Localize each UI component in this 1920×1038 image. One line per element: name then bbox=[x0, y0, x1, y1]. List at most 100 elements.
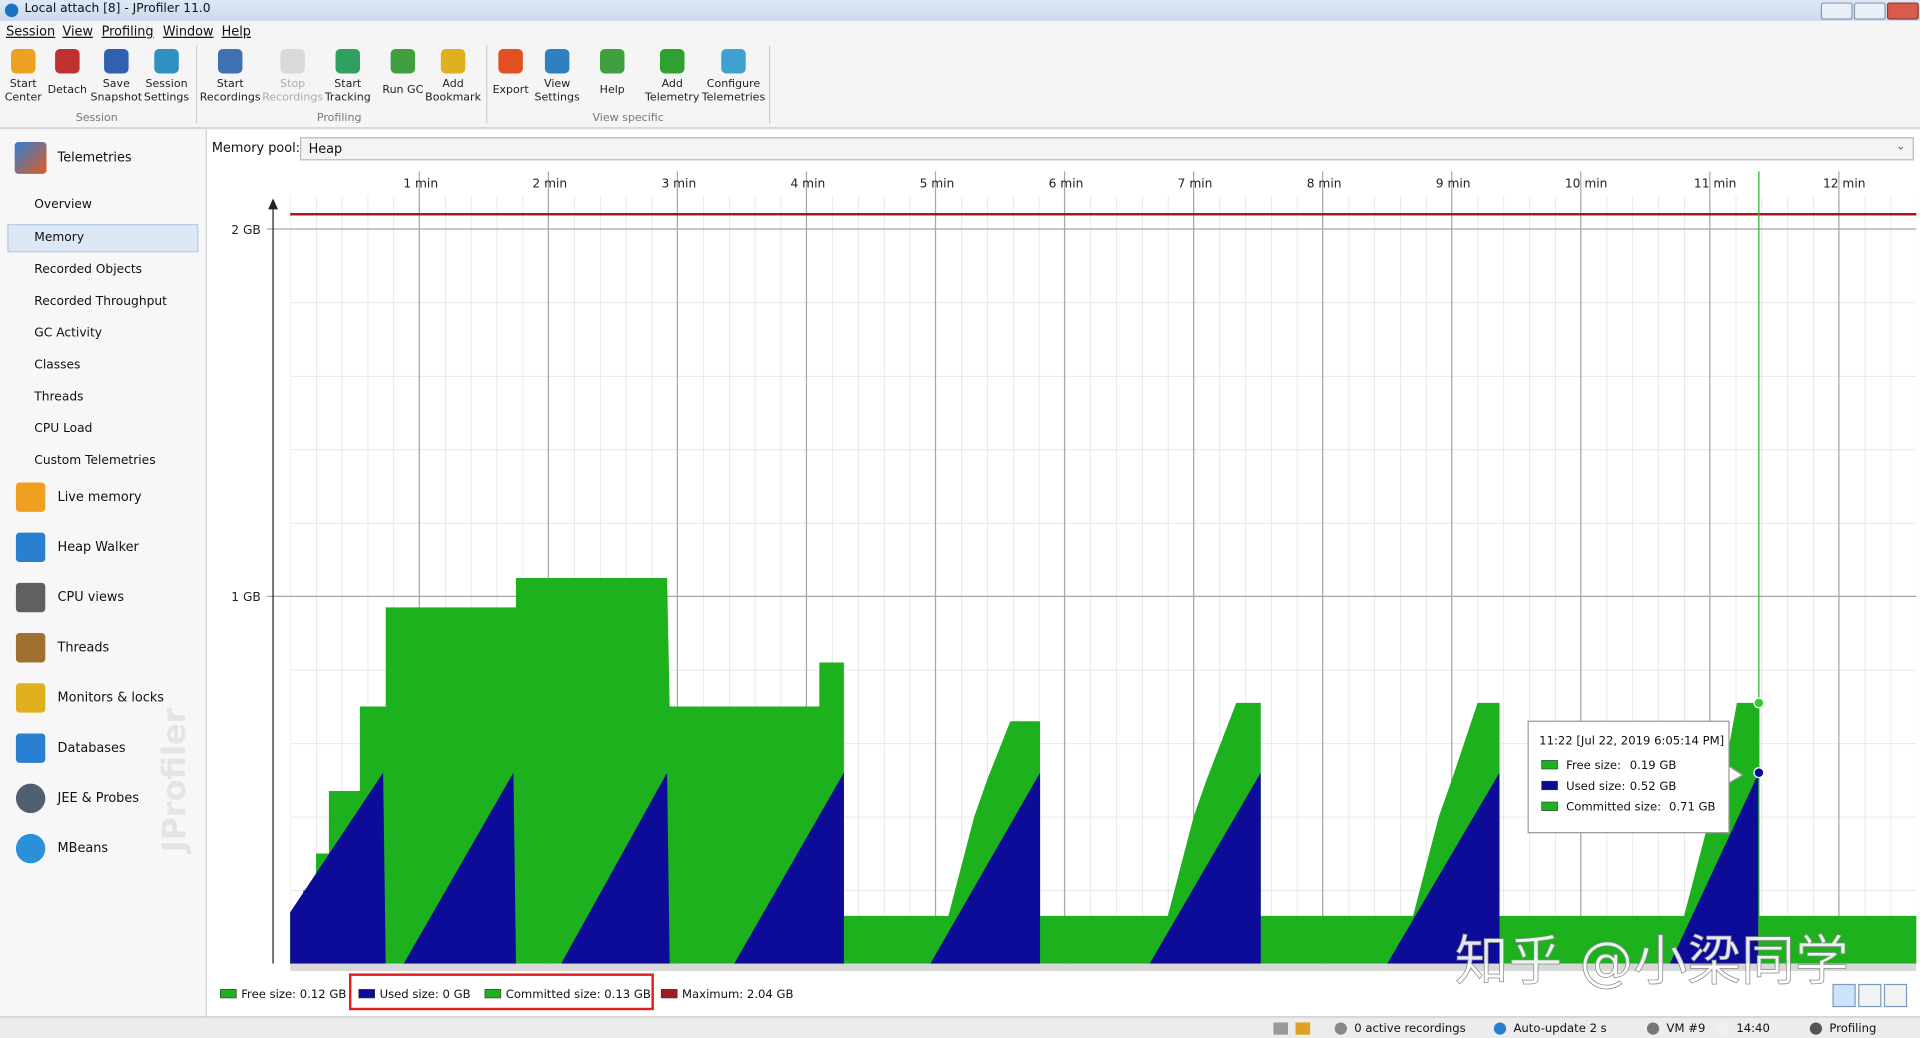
x-tick-label: 6 min bbox=[1049, 176, 1084, 190]
committed-marker bbox=[1753, 697, 1765, 709]
x-tick-label: 2 min bbox=[532, 176, 567, 190]
toolbar-separator bbox=[486, 45, 488, 124]
toolbar-label: Export bbox=[492, 84, 529, 97]
sidebar-section[interactable]: Live memory bbox=[57, 489, 142, 505]
toolbar-icon[interactable] bbox=[600, 48, 625, 74]
toolbar-label: Detach bbox=[47, 84, 88, 97]
toolbar-icon[interactable] bbox=[544, 48, 570, 74]
restore-button[interactable] bbox=[1853, 2, 1886, 20]
sidebar: JProfiler Telemetries Overview Memory Recor… bbox=[0, 129, 207, 1017]
legend-swatch bbox=[358, 989, 376, 999]
telemetry-view-item[interactable]: CPU Load bbox=[34, 422, 93, 436]
toolbar-icon[interactable] bbox=[11, 48, 36, 74]
telemetry-view-item[interactable]: Classes bbox=[34, 358, 81, 373]
dropdown-arrow: ⌄ bbox=[1896, 140, 1906, 154]
toolbar-label: Center bbox=[4, 91, 42, 105]
toolbar-icon[interactable] bbox=[55, 48, 80, 74]
toolbar-label: Bookmark bbox=[425, 91, 481, 105]
telemetry-view-item[interactable]: Overview bbox=[34, 198, 92, 212]
toolbar-label: Start bbox=[9, 78, 37, 91]
telemetry-view-item[interactable]: GC Activity bbox=[34, 326, 103, 341]
used-marker bbox=[1753, 767, 1765, 779]
minimize-button[interactable] bbox=[1820, 2, 1853, 20]
toolbar-label: Recordings bbox=[262, 91, 324, 105]
toolbar-label: Snapshot bbox=[90, 91, 143, 105]
toolbar-icon[interactable] bbox=[721, 48, 746, 74]
status-icon bbox=[1716, 1022, 1729, 1035]
legend-swatch bbox=[220, 989, 237, 999]
telemetry-view-item[interactable]: Custom Telemetries bbox=[34, 454, 156, 468]
menu-item[interactable]: Profiling bbox=[101, 24, 154, 40]
zoom-out-button[interactable] bbox=[1858, 983, 1882, 1008]
toolbar-group-label: Session bbox=[75, 112, 118, 125]
sidebar-section[interactable]: JEE & Probes bbox=[57, 791, 139, 806]
x-tick-label: 12 min bbox=[1823, 176, 1866, 190]
status-text: Auto-update 2 s bbox=[1513, 1022, 1607, 1036]
sidebar-section[interactable]: Telemetries bbox=[57, 150, 132, 166]
telemetry-view-item[interactable]: Memory bbox=[34, 231, 85, 245]
toolbar-group-label: View specific bbox=[592, 112, 664, 125]
sidebar-section[interactable]: Threads bbox=[57, 640, 110, 656]
section-icon[interactable] bbox=[15, 482, 46, 512]
sidebar-section[interactable]: Heap Walker bbox=[57, 540, 139, 555]
menu-item[interactable]: View bbox=[62, 24, 93, 40]
toolbar-icon[interactable] bbox=[280, 48, 305, 74]
status-text: Profiling bbox=[1829, 1022, 1877, 1036]
toolbar-icon[interactable] bbox=[335, 48, 361, 74]
selected-highlight bbox=[7, 224, 199, 253]
x-tick-label: 3 min bbox=[661, 176, 696, 190]
menu-bar: Session View Profiling Window Help bbox=[0, 20, 1920, 43]
y-tick-label: 2 GB bbox=[231, 223, 261, 237]
toolbar-label: Add bbox=[661, 78, 683, 91]
section-icon[interactable] bbox=[15, 582, 46, 613]
section-icon[interactable] bbox=[15, 833, 46, 864]
toolbar-icon[interactable] bbox=[154, 48, 179, 74]
status-icon bbox=[1809, 1022, 1823, 1035]
legend-highlight-box bbox=[348, 973, 654, 1011]
status-text: VM #9 bbox=[1666, 1022, 1706, 1036]
status-icon bbox=[1493, 1022, 1507, 1035]
toolbar-separator bbox=[768, 45, 771, 124]
status-bar: 0 active recordings Auto-update 2 s VM #9 1… bbox=[0, 1016, 1920, 1038]
memory-area bbox=[290, 772, 1917, 964]
section-icon[interactable] bbox=[15, 783, 46, 814]
fit-button[interactable] bbox=[1883, 983, 1908, 1008]
tooltip-swatch bbox=[1541, 760, 1558, 770]
section-icon[interactable] bbox=[15, 733, 46, 763]
section-icon[interactable] bbox=[15, 683, 46, 713]
toolbar-label: Run GC bbox=[382, 84, 424, 97]
toolbar-label: Start bbox=[216, 78, 244, 91]
close-button[interactable] bbox=[1886, 2, 1919, 20]
sidebar-section[interactable]: CPU views bbox=[57, 590, 125, 605]
sidebar-section[interactable]: Databases bbox=[57, 740, 126, 756]
toolbar-icon[interactable] bbox=[660, 48, 685, 74]
telemetry-view-item[interactable]: Threads bbox=[34, 390, 84, 405]
toolbar-icon[interactable] bbox=[498, 48, 523, 74]
legend-label: Committed size: 0.13 GB bbox=[506, 987, 651, 1001]
toolbar-label: Settings bbox=[143, 91, 190, 105]
status-flag-icons bbox=[1273, 1022, 1311, 1035]
zoom-in-button[interactable] bbox=[1832, 983, 1856, 1008]
toolbar-icon[interactable] bbox=[390, 48, 416, 74]
menu-item[interactable]: Window bbox=[162, 24, 214, 40]
toolbar-icon[interactable] bbox=[440, 48, 466, 74]
menu-item[interactable]: Help bbox=[221, 24, 251, 40]
x-tick-label: 8 min bbox=[1307, 176, 1342, 190]
tooltip-box bbox=[1527, 720, 1730, 834]
memory-pool-select[interactable]: Heap ⌄ bbox=[300, 137, 1914, 161]
telemetry-view-item[interactable]: Recorded Objects bbox=[34, 263, 143, 277]
toolbar-icon[interactable] bbox=[217, 48, 243, 74]
sidebar-section[interactable]: MBeans bbox=[57, 841, 109, 856]
toolbar-label: Save bbox=[102, 78, 130, 91]
telemetry-view-item[interactable]: Recorded Throughput bbox=[34, 295, 167, 309]
telemetries-icon[interactable] bbox=[14, 142, 47, 174]
sidebar-section[interactable]: Monitors & locks bbox=[57, 690, 164, 706]
toolbar-label: Telemetry bbox=[645, 91, 700, 105]
toolbar-icon[interactable] bbox=[104, 48, 129, 74]
toolbar-label: View bbox=[544, 78, 571, 91]
legend-label: Used size: 0 GB bbox=[380, 987, 471, 1001]
section-icon[interactable] bbox=[15, 633, 46, 663]
section-icon[interactable] bbox=[15, 532, 46, 563]
menu-item[interactable]: Session bbox=[6, 24, 56, 40]
